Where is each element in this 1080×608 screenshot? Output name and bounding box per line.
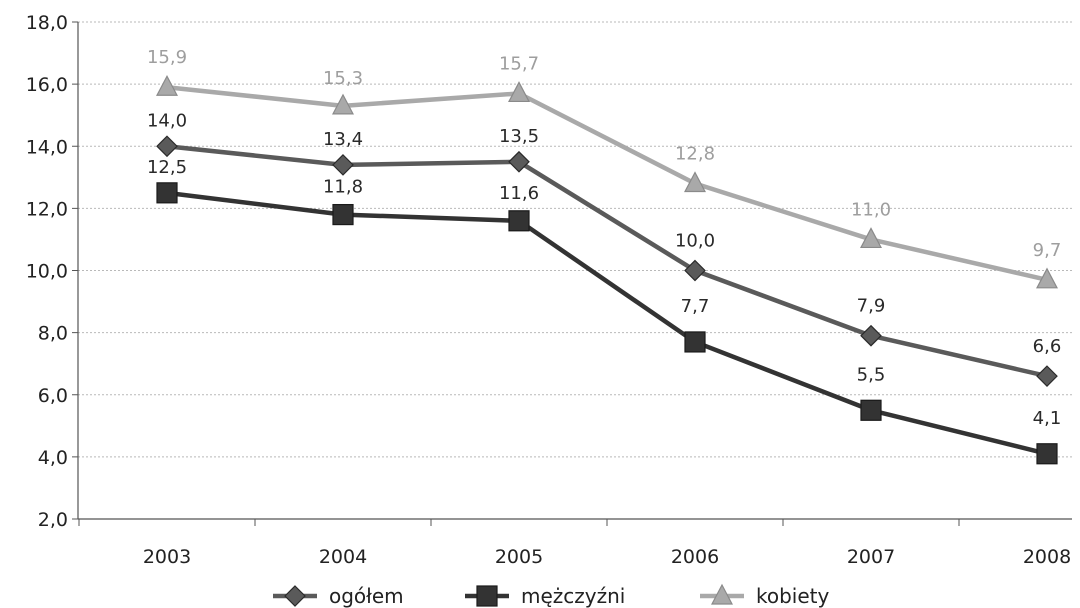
data-point <box>508 81 530 103</box>
y-tick-label: 6,0 <box>38 385 68 407</box>
data-point <box>684 259 706 282</box>
data-label: 15,7 <box>499 53 539 74</box>
legend: ogółem mężczyźni kobiety <box>273 583 830 608</box>
y-tick-label: 10,0 <box>26 261 68 283</box>
data-point <box>684 331 706 353</box>
series-2 <box>156 74 1058 289</box>
data-point <box>684 171 706 193</box>
legend-item: kobiety <box>700 583 830 608</box>
axis-layer: 2,0 4,0 6,0 8,0 10,0 12,0 14,0 16,0 18,0 2003 2004… <box>26 12 1072 568</box>
x-tick-label: 2005 <box>495 546 543 568</box>
data-point <box>332 203 354 226</box>
data-label: 11,6 <box>499 183 539 204</box>
data-label: 15,9 <box>147 47 187 68</box>
data-label: 14,0 <box>147 110 187 131</box>
legend-marker <box>284 585 306 607</box>
x-tick-label: 2008 <box>1023 546 1071 568</box>
y-tick-label: 2,0 <box>38 509 68 531</box>
data-label-layer: 15,9 15,3 15,7 12,8 11,0 9,7 14,0 13,4 13,5 10,0 7… <box>147 47 1061 429</box>
legend-label: mężczyźni <box>521 584 625 608</box>
data-point <box>156 74 178 96</box>
data-label: 7,9 <box>857 296 886 317</box>
data-point <box>508 210 530 232</box>
data-label: 9,7 <box>1033 240 1062 261</box>
y-tick-label: 12,0 <box>26 198 68 220</box>
legend-marker <box>711 583 733 605</box>
legend-label: ogółem <box>329 584 404 608</box>
data-label: 15,3 <box>323 68 363 89</box>
y-tick-label: 16,0 <box>26 74 68 96</box>
series-line <box>164 190 1050 457</box>
data-point <box>332 93 354 115</box>
data-label: 5,5 <box>857 364 886 385</box>
y-tick-label: 14,0 <box>26 136 68 158</box>
data-point <box>860 324 882 347</box>
data-point <box>860 227 882 249</box>
legend-marker <box>476 585 498 607</box>
series-0 <box>156 135 1058 387</box>
legend-item: mężczyźni <box>465 584 625 608</box>
data-label: 13,4 <box>323 129 363 150</box>
legend-item: ogółem <box>273 584 404 608</box>
data-label: 10,0 <box>675 231 715 252</box>
x-tick-label: 2003 <box>143 546 191 568</box>
data-label: 6,6 <box>1033 336 1062 357</box>
y-tick-label: 18,0 <box>26 12 68 34</box>
data-point <box>332 154 354 176</box>
series-1 <box>156 182 1058 465</box>
y-tick-label: 8,0 <box>38 323 68 345</box>
grid-layer <box>78 21 1072 520</box>
data-label: 12,8 <box>675 144 715 165</box>
data-label: 11,8 <box>323 177 363 198</box>
data-label: 12,5 <box>147 157 187 178</box>
data-point <box>156 135 178 158</box>
data-point <box>508 150 530 173</box>
data-label: 13,5 <box>499 126 539 147</box>
y-tick-label: 4,0 <box>38 447 68 469</box>
data-point <box>1036 365 1058 387</box>
data-label: 7,7 <box>681 296 710 317</box>
series-line <box>164 84 1050 283</box>
x-tick-label: 2004 <box>319 546 367 568</box>
data-point <box>1036 267 1058 289</box>
x-tick-label: 2006 <box>671 546 719 568</box>
x-tick-label: 2007 <box>847 546 895 568</box>
series-line <box>164 144 1050 379</box>
data-point <box>156 182 178 204</box>
series-layer <box>156 74 1058 465</box>
legend-label: kobiety <box>756 584 830 608</box>
data-point <box>1036 443 1058 465</box>
data-label: 11,0 <box>851 199 891 220</box>
data-point <box>860 399 882 421</box>
data-label: 4,1 <box>1033 408 1062 429</box>
